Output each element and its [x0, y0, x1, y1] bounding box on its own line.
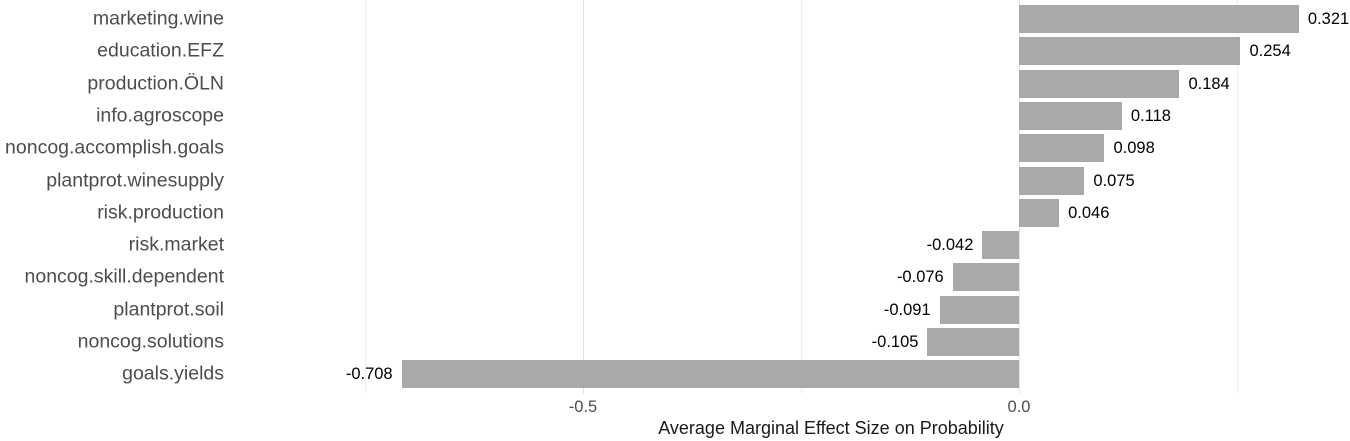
bar-noncog.skill.dependent [952, 263, 1019, 292]
category-label: risk.production [97, 201, 224, 224]
gridline-major [582, 0, 584, 394]
category-label: plantprot.winesupply [46, 168, 224, 191]
bar-value-label: 0.118 [1130, 106, 1171, 125]
x-tick-label: -0.5 [568, 398, 598, 416]
bar-value-label: -0.105 [871, 332, 919, 351]
bar-value-label: -0.091 [883, 300, 931, 319]
gridline-major [1018, 0, 1020, 394]
bar-education.EFZ [1019, 37, 1241, 66]
bar-noncog.solutions [927, 328, 1019, 356]
gridline-minor [1236, 0, 1238, 394]
bar-value-label: 0.075 [1093, 171, 1135, 190]
gridline-minor [364, 0, 366, 394]
category-label: plantprot.soil [113, 297, 224, 320]
bar-value-label: 0.321 [1307, 9, 1350, 28]
bar-value-label: 0.184 [1188, 74, 1230, 93]
x-axis-title: Average Marginal Effect Size on Probabil… [658, 418, 1004, 438]
bar-info.agroscope [1019, 101, 1122, 130]
category-label: noncog.skill.dependent [24, 265, 225, 288]
bar-risk.market [982, 231, 1019, 260]
category-label: risk.market [128, 233, 224, 256]
bar-production.ÖLN [1019, 69, 1180, 98]
bar-value-label: -0.042 [926, 235, 974, 254]
bar-risk.production [1019, 198, 1060, 227]
bar-noncog.accomplish.goals [1019, 134, 1105, 163]
bar-goals.yields [401, 360, 1019, 389]
gridline-minor [800, 0, 802, 394]
bar-value-label: -0.708 [345, 365, 393, 384]
category-label: goals.yields [122, 362, 224, 385]
bar-plantprot.soil [939, 295, 1019, 324]
category-label: info.agroscope [96, 104, 224, 127]
bar-value-label: -0.076 [896, 268, 944, 287]
x-tick-label: 0.0 [1007, 398, 1031, 416]
category-label: noncog.accomplish.goals [5, 136, 224, 159]
category-label: noncog.solutions [77, 330, 224, 353]
category-label: production.ÖLN [87, 71, 224, 94]
category-label: education.EFZ [97, 39, 224, 62]
bar-marketing.wine [1019, 5, 1299, 33]
bar-value-label: 0.098 [1113, 138, 1155, 157]
bar-value-label: 0.046 [1068, 203, 1110, 222]
bar-plantprot.winesupply [1019, 166, 1085, 195]
category-label: marketing.wine [92, 7, 224, 30]
bar-value-label: 0.254 [1249, 42, 1291, 61]
